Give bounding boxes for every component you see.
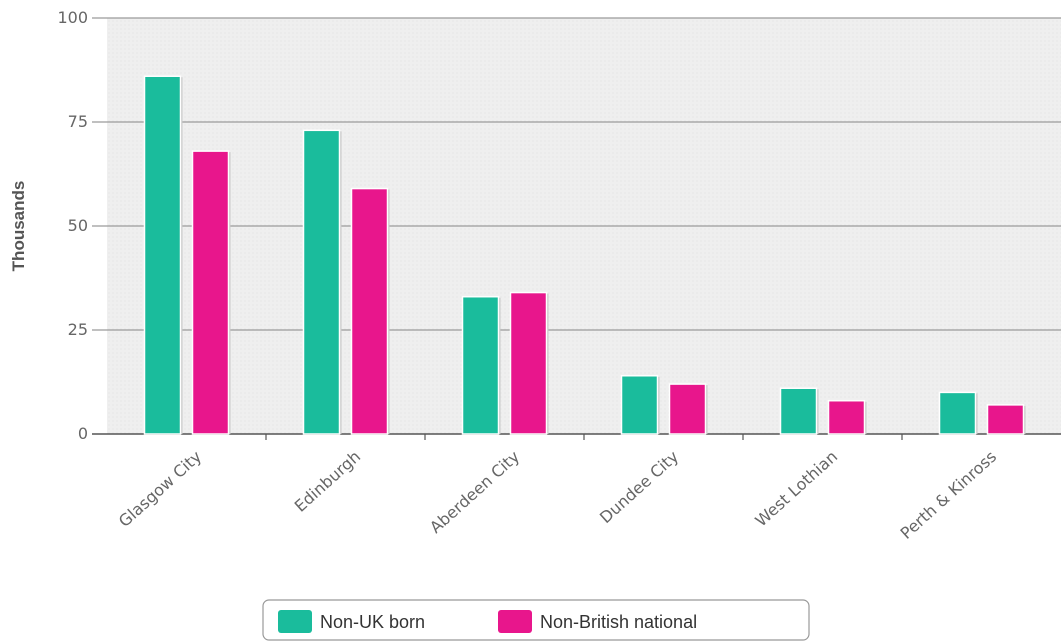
y-tick-label: 25: [68, 320, 88, 339]
bar: [191, 150, 230, 435]
x-tick-label: Glasgow City: [115, 447, 205, 531]
legend-swatch: [278, 610, 312, 633]
y-tick-label: 0: [78, 424, 88, 443]
bar: [302, 129, 341, 435]
y-axis-title: Thousands: [9, 181, 28, 272]
bar: [509, 291, 548, 435]
legend-box: [262, 599, 810, 641]
bar: [986, 404, 1025, 435]
gridlines: [92, 17, 1061, 435]
bar: [668, 383, 707, 435]
bar: [620, 375, 659, 435]
legend-label: Non-UK born: [320, 612, 425, 632]
bar: [461, 295, 500, 435]
bar: [143, 75, 182, 435]
y-tick-label: 50: [68, 216, 88, 235]
legend: Non-UK born Non-British national: [262, 599, 810, 641]
x-axis: Glasgow City Edinburgh Aberdeen City Dundee…: [115, 434, 1000, 543]
legend-label: Non-British national: [540, 612, 697, 632]
y-axis: 0 25 50 75 100: [57, 8, 88, 443]
y-tick-label: 100: [57, 8, 88, 27]
bar: [779, 387, 818, 435]
x-tick-label: West Lothian: [751, 447, 841, 530]
bar: [938, 391, 977, 435]
x-tick-label: Aberdeen City: [426, 447, 523, 537]
legend-swatch: [498, 610, 532, 633]
bar: [827, 399, 866, 435]
x-tick-label: Dundee City: [596, 447, 682, 527]
bar: [350, 187, 389, 435]
x-tick-label: Edinburgh: [291, 447, 364, 516]
x-tick-label: Perth & Kinross: [897, 447, 1001, 543]
bars: [143, 75, 1026, 435]
y-tick-label: 75: [68, 112, 88, 131]
